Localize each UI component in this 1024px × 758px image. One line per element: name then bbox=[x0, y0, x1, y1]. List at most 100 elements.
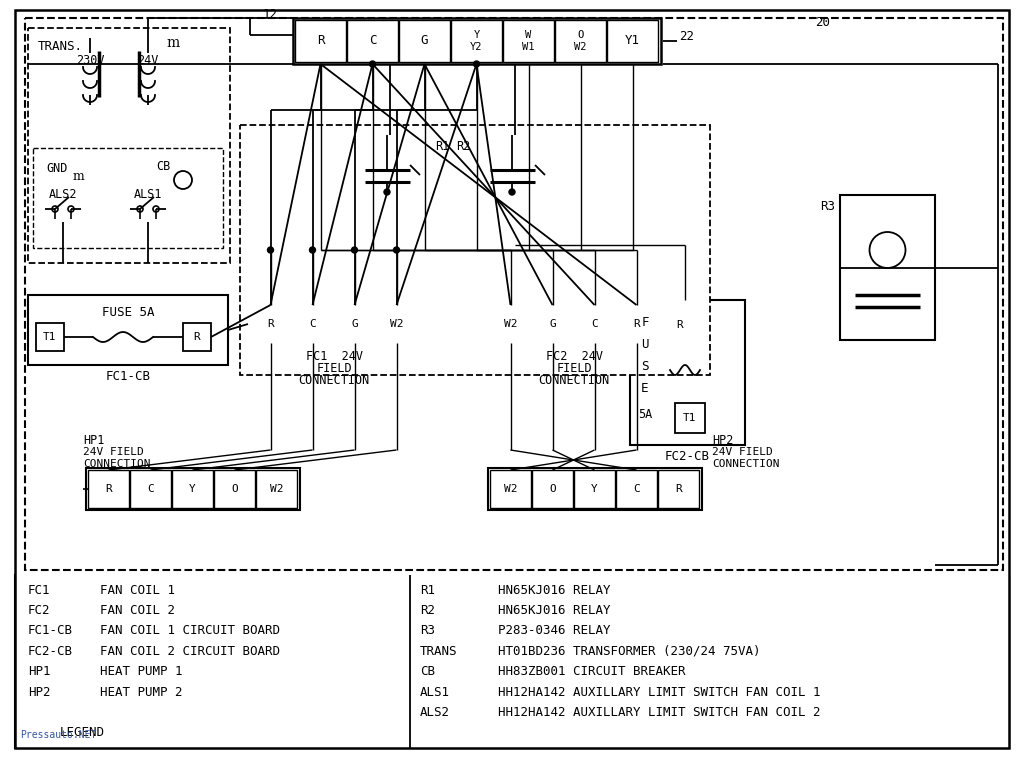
Bar bbox=[616, 305, 657, 343]
Bar bbox=[451, 20, 502, 62]
Text: FUSE 5A: FUSE 5A bbox=[101, 306, 155, 320]
Bar bbox=[250, 305, 291, 343]
Text: 24V: 24V bbox=[137, 54, 159, 67]
Text: FC2  24V: FC2 24V bbox=[546, 350, 602, 364]
Text: F: F bbox=[641, 315, 649, 328]
Text: R3: R3 bbox=[420, 625, 435, 637]
Text: R: R bbox=[105, 484, 112, 494]
Text: C: C bbox=[369, 35, 376, 48]
Text: T1: T1 bbox=[683, 413, 696, 423]
Text: GND: GND bbox=[46, 161, 68, 174]
Text: Y: Y bbox=[591, 484, 598, 494]
Bar bbox=[334, 305, 375, 343]
Circle shape bbox=[370, 61, 376, 67]
Bar bbox=[840, 195, 935, 340]
Text: ALS1: ALS1 bbox=[134, 189, 162, 202]
Text: HP2: HP2 bbox=[712, 434, 733, 446]
Text: R: R bbox=[675, 484, 682, 494]
Text: 5A: 5A bbox=[638, 409, 652, 421]
Text: m: m bbox=[72, 170, 84, 183]
Circle shape bbox=[309, 247, 315, 253]
Text: ALS1: ALS1 bbox=[420, 685, 450, 699]
Bar bbox=[293, 18, 662, 64]
Text: R1: R1 bbox=[435, 140, 450, 154]
Bar bbox=[488, 303, 660, 345]
Circle shape bbox=[351, 247, 357, 253]
Text: HP1: HP1 bbox=[28, 665, 50, 678]
Text: TRANS.: TRANS. bbox=[38, 39, 83, 52]
Bar bbox=[488, 468, 702, 510]
Text: FC2-CB: FC2-CB bbox=[28, 645, 73, 658]
Bar bbox=[675, 403, 705, 433]
Bar bbox=[376, 305, 417, 343]
Bar bbox=[256, 470, 297, 508]
Text: FC2-CB: FC2-CB bbox=[665, 450, 710, 463]
Text: HEAT PUMP 2: HEAT PUMP 2 bbox=[100, 685, 182, 699]
Text: CONNECTION: CONNECTION bbox=[539, 374, 609, 387]
Text: W1: W1 bbox=[522, 42, 535, 52]
Text: C: C bbox=[591, 319, 598, 329]
Text: FC1-CB: FC1-CB bbox=[105, 371, 151, 384]
Bar bbox=[399, 20, 450, 62]
Text: G: G bbox=[351, 319, 357, 329]
Text: FC1  24V: FC1 24V bbox=[305, 350, 362, 364]
Bar bbox=[616, 470, 657, 508]
Text: CB: CB bbox=[156, 159, 170, 173]
Text: Y: Y bbox=[189, 484, 196, 494]
Text: FC1: FC1 bbox=[28, 584, 50, 597]
Text: G: G bbox=[549, 319, 556, 329]
Text: FIELD: FIELD bbox=[316, 362, 352, 375]
Bar bbox=[214, 470, 255, 508]
Text: HN65KJ016 RELAY: HN65KJ016 RELAY bbox=[498, 604, 610, 617]
Text: 22: 22 bbox=[679, 30, 694, 42]
Text: Y: Y bbox=[473, 30, 479, 40]
Text: HH12HA142 AUXILLARY LIMIT SWITCH FAN COIL 1: HH12HA142 AUXILLARY LIMIT SWITCH FAN COI… bbox=[498, 685, 820, 699]
Text: FAN COIL 1: FAN COIL 1 bbox=[100, 584, 175, 597]
Text: C: C bbox=[309, 319, 315, 329]
Text: FAN COIL 1 CIRCUIT BOARD: FAN COIL 1 CIRCUIT BOARD bbox=[100, 625, 280, 637]
Text: R: R bbox=[194, 332, 201, 342]
Bar bbox=[490, 305, 531, 343]
Text: R: R bbox=[633, 319, 640, 329]
Text: HEAT PUMP 1: HEAT PUMP 1 bbox=[100, 665, 182, 678]
Bar bbox=[475, 135, 555, 245]
Text: W2: W2 bbox=[390, 319, 403, 329]
Bar bbox=[292, 305, 333, 343]
Bar bbox=[503, 20, 554, 62]
Bar bbox=[25, 18, 1002, 570]
Text: W2: W2 bbox=[574, 42, 587, 52]
Bar bbox=[15, 575, 1009, 748]
Text: LEGEND: LEGEND bbox=[60, 725, 105, 738]
Text: U: U bbox=[641, 337, 649, 350]
Bar bbox=[33, 148, 223, 248]
Text: S: S bbox=[641, 359, 649, 372]
Circle shape bbox=[267, 247, 273, 253]
Text: W2: W2 bbox=[504, 484, 517, 494]
Bar bbox=[86, 468, 300, 510]
Text: R2: R2 bbox=[456, 140, 470, 154]
Bar bbox=[28, 28, 230, 263]
Bar bbox=[658, 470, 699, 508]
Text: 230V: 230V bbox=[76, 54, 104, 67]
Text: ALS2: ALS2 bbox=[49, 189, 77, 202]
Text: E: E bbox=[641, 381, 649, 394]
Text: R2: R2 bbox=[420, 604, 435, 617]
Text: C: C bbox=[633, 484, 640, 494]
Bar bbox=[574, 305, 615, 343]
Bar bbox=[630, 300, 745, 445]
Circle shape bbox=[393, 247, 399, 253]
Text: CONNECTION: CONNECTION bbox=[298, 374, 370, 387]
Text: R: R bbox=[267, 319, 273, 329]
Text: R3: R3 bbox=[820, 201, 835, 214]
Text: m: m bbox=[166, 36, 179, 50]
Bar bbox=[607, 20, 658, 62]
Bar bbox=[183, 323, 211, 351]
Text: CB: CB bbox=[420, 665, 435, 678]
Text: P283-0346 RELAY: P283-0346 RELAY bbox=[498, 625, 610, 637]
Bar bbox=[248, 303, 420, 345]
Bar bbox=[665, 310, 695, 340]
Text: G: G bbox=[421, 35, 428, 48]
Bar bbox=[88, 470, 129, 508]
Text: CONNECTION: CONNECTION bbox=[83, 459, 151, 469]
Text: O: O bbox=[578, 30, 584, 40]
